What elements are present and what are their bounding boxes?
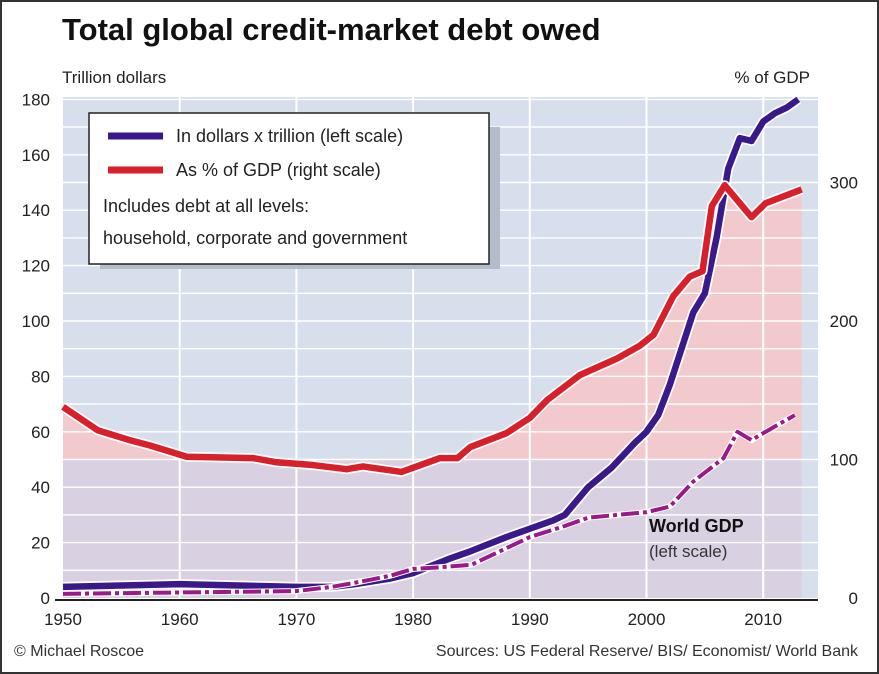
pct-gdp-fill xyxy=(63,185,802,472)
debt-pct-gdp-line xyxy=(61,182,803,476)
legend-note-line2: household, corporate and government xyxy=(103,228,407,248)
legend-note-line1: Includes debt at all levels: xyxy=(103,196,309,216)
x-tick-label: 1960 xyxy=(161,610,199,629)
world-gdp-line xyxy=(62,413,796,596)
x-tick-label: 1970 xyxy=(277,610,315,629)
y-left-tick-label: 80 xyxy=(31,367,50,386)
x-tick-label: 1950 xyxy=(44,610,82,629)
legend-label-debt: In dollars x trillion (left scale) xyxy=(176,126,403,146)
lower-band-fill xyxy=(63,459,802,598)
y-left-tick-label: 20 xyxy=(31,534,50,553)
y-left-tick-label: 140 xyxy=(22,201,50,220)
x-tick-label: 2000 xyxy=(628,610,666,629)
y-left-tick-label: 0 xyxy=(41,589,50,608)
y-left-tick-label: 120 xyxy=(22,257,50,276)
world-gdp-annotation-scale: (left scale) xyxy=(649,542,727,561)
x-tick-label: 1990 xyxy=(511,610,549,629)
y-right-tick-label: 200 xyxy=(830,312,858,331)
left-axis-label: Trillion dollars xyxy=(62,68,166,87)
legend: In dollars x trillion (left scale) As % … xyxy=(88,112,500,269)
legend-label-pct-gdp: As % of GDP (right scale) xyxy=(176,160,381,180)
world-gdp-annotation: World GDP xyxy=(649,516,744,536)
series-lines xyxy=(60,95,804,597)
chart-title: Total global credit-market debt owed xyxy=(62,12,601,47)
y-left-tick-label: 40 xyxy=(31,478,50,497)
y-right-tick-label: 300 xyxy=(830,174,858,193)
y-left-tick-label: 60 xyxy=(31,423,50,442)
y-left-tick-label: 160 xyxy=(22,146,50,165)
axes: 1950 1960 1970 1980 1990 2000 2010020406080100… xyxy=(22,90,858,629)
y-right-tick-label: 100 xyxy=(830,451,858,470)
y-left-tick-label: 180 xyxy=(22,90,50,109)
footer-sources: Sources: US Federal Reserve/ BIS/ Econom… xyxy=(436,643,859,660)
footer-credit: © Michael Roscoe xyxy=(14,643,144,660)
y-right-tick-label: 0 xyxy=(849,589,858,608)
y-left-tick-label: 100 xyxy=(22,312,50,331)
right-axis-label: % of GDP xyxy=(734,68,810,87)
x-tick-label: 1980 xyxy=(394,610,432,629)
x-tick-label: 2010 xyxy=(744,610,782,629)
